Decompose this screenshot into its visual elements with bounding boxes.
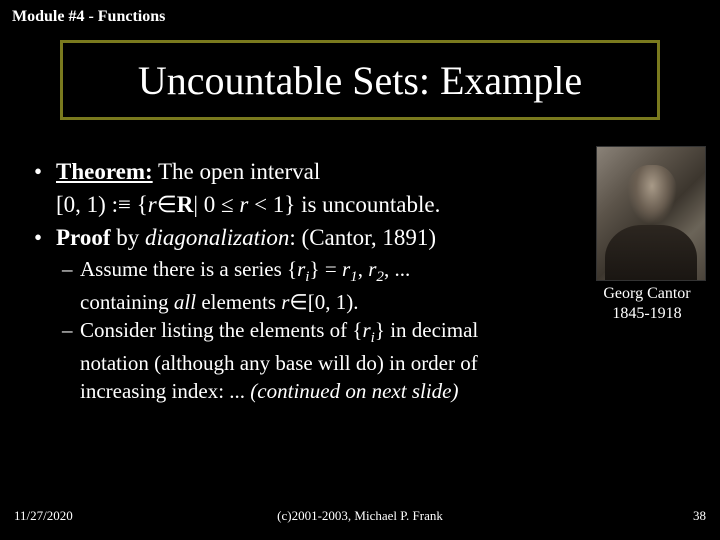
s1r1: r [342,257,350,281]
t-r: r [148,192,157,217]
s2l3a: increasing index: ... [80,379,250,403]
s1l2all: all [174,290,196,314]
s1l2c: [0, 1). [308,290,359,314]
bullet-dot-icon: • [34,156,42,187]
t3: | 0 [193,192,221,217]
s11: 1 [350,269,358,285]
caption-name: Georg Cantor [603,285,690,302]
s2l3b: (continued on next slide) [250,379,458,403]
module-header: Module #4 - Functions [12,8,165,26]
t5: < 1} is uncountable. [248,192,440,217]
t-eq: ≡ [118,192,131,217]
t-le: ≤ [221,192,234,217]
s2b: } in decimal [375,318,478,342]
p1: by [116,225,145,250]
bullet-2: • Proof by diagonalization: (Cantor, 189… [34,222,690,253]
sub-2-line3: increasing index: ... (continued on next… [34,377,690,405]
s1l2b: elements [196,290,281,314]
s2r: r [362,318,370,342]
portrait-caption: Georg Cantor 1845-1918 [592,284,702,324]
t-R: R [177,192,194,217]
t1: [0, 1) : [56,192,118,217]
s1c: , [358,257,369,281]
s1l2in: ∈ [289,290,307,314]
proof-label: Proof [56,225,116,250]
bullet-1-line2: [0, 1) :≡ {r∈R| 0 ≤ r < 1} is uncountabl… [34,189,690,220]
s1d: , ... [384,257,410,281]
p-diag: diagonalization [145,225,289,250]
caption-years: 1845-1918 [612,305,681,322]
s1l2a: containing [80,290,174,314]
theorem-label: Theorem: [56,159,153,184]
s1b: } = [310,257,342,281]
dash-icon: – [62,316,73,344]
s12: 2 [376,269,384,285]
footer-copyright: (c)2001-2003, Michael P. Frank [0,508,720,524]
t-in: ∈ [157,192,177,217]
slide-title: Uncountable Sets: Example [138,57,582,104]
theorem-text-1: The open interval [153,159,321,184]
cantor-portrait [596,146,706,281]
module-header-text: Module #4 - Functions [12,8,165,25]
sub-2-line2: notation (although any base will do) in … [34,349,690,377]
t2: { [131,192,148,217]
sub-1: – Assume there is a series {ri} = r1, r2… [34,255,690,288]
s2l2: notation (although any base will do) in … [80,351,478,375]
s1a: Assume there is a series { [80,257,297,281]
title-box: Uncountable Sets: Example [60,40,660,120]
bullet-dot-icon: • [34,222,42,253]
footer-page-number: 38 [693,508,706,524]
t-r2: r [239,192,248,217]
s2a: Consider listing the elements of { [80,318,362,342]
bullet-1: • Theorem: The open interval [34,156,690,187]
dash-icon: – [62,255,73,283]
p2: : (Cantor, 1891) [289,225,436,250]
